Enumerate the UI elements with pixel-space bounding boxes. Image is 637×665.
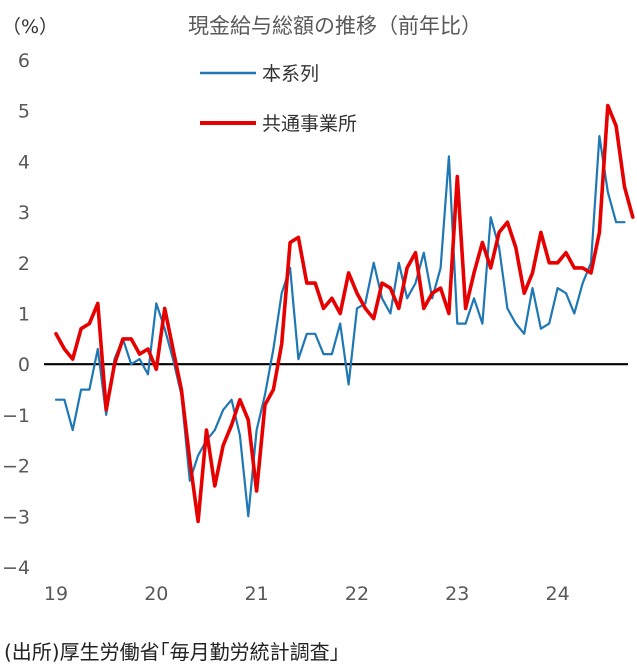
y-tick-label: 1 xyxy=(18,304,30,326)
source-note: (出所)厚生労働省｢毎月勤労統計調査｣ xyxy=(4,640,340,664)
x-tick-label: 23 xyxy=(445,583,469,605)
y-tick-label: 6 xyxy=(18,50,30,72)
y-tick-label: −4 xyxy=(2,557,30,579)
y-tick-label: 3 xyxy=(18,202,30,224)
y-tick-label: −1 xyxy=(2,405,30,427)
y-tick-label: 4 xyxy=(18,151,30,173)
x-axis: 19 20 21 22 23 24 xyxy=(44,583,570,605)
y-tick-label: 0 xyxy=(18,354,30,376)
series-line-2 xyxy=(54,103,635,524)
x-tick-label: 22 xyxy=(345,583,369,605)
x-tick-label: 21 xyxy=(245,583,269,605)
chart-title: 現金給与総額の推移（前年比） xyxy=(188,14,482,38)
y-tick-label: 5 xyxy=(18,101,30,123)
y-tick-label: 2 xyxy=(18,253,30,275)
y-tick-label: −2 xyxy=(2,456,30,478)
y-axis: 6 5 4 3 2 1 0 −1 −2 −3 −4 xyxy=(2,50,30,579)
x-tick-label: 19 xyxy=(44,583,68,605)
legend-label: 本系列 xyxy=(262,63,319,85)
x-tick-label: 24 xyxy=(546,583,570,605)
series-layer xyxy=(54,103,635,524)
y-unit-label: （%） xyxy=(2,16,58,38)
series-line-1 xyxy=(54,135,626,518)
x-tick-label: 20 xyxy=(144,583,168,605)
legend-label: 共通事業所 xyxy=(262,113,357,135)
y-tick-label: −3 xyxy=(2,506,30,528)
